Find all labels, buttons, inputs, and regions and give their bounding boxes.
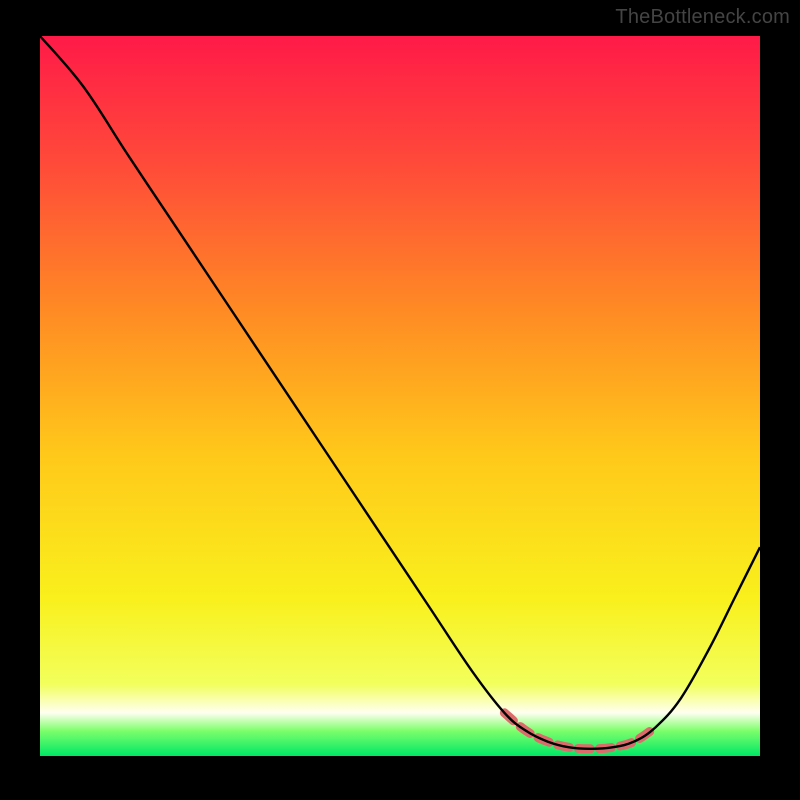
plot-background	[40, 36, 760, 756]
chart-stage: { "attribution": "TheBottleneck.com", "c…	[0, 0, 800, 800]
bottleneck-chart	[0, 0, 800, 800]
attribution-text: TheBottleneck.com	[615, 6, 790, 29]
